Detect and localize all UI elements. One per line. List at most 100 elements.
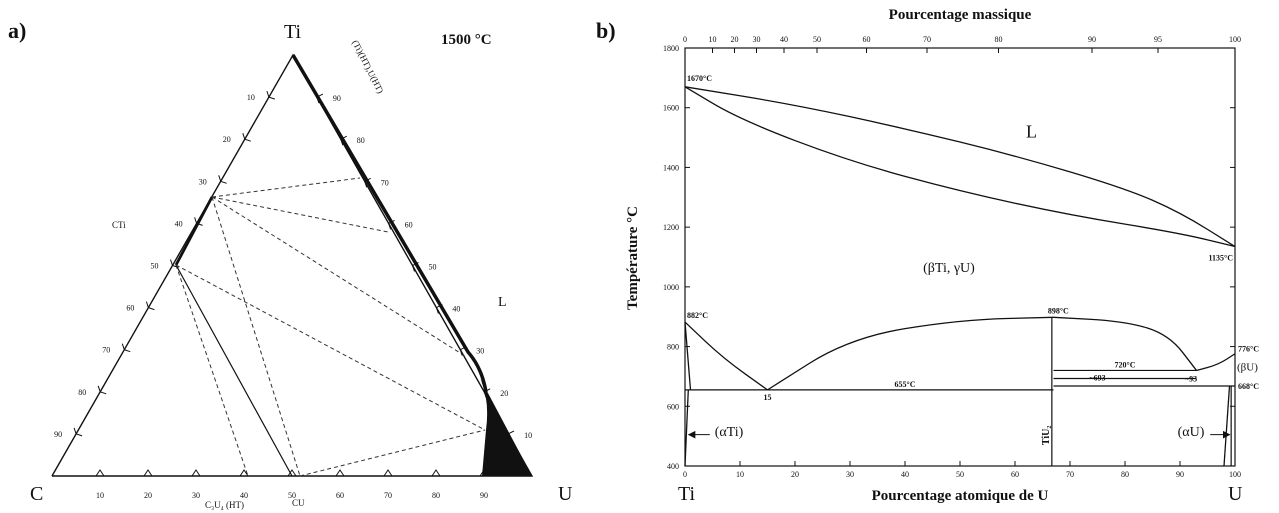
tick-label: 30	[192, 491, 200, 500]
top-x-tick-label: 50	[813, 35, 821, 44]
tick-mark	[266, 90, 276, 100]
phase-annotations: 1670°C 1135°C 882°C 898°C 655°C 15 720°C…	[687, 74, 1259, 445]
top-x-ticks: 0 10 20 30 40 50 60 70 80 90 95 100	[683, 35, 1241, 53]
top-x-tick-label: 30	[753, 35, 761, 44]
top-x-tick-label: 0	[683, 35, 687, 44]
tick-label: 10	[524, 431, 532, 440]
x-tick-label: 60	[1011, 470, 1019, 479]
phase-boundary-8	[1223, 385, 1231, 467]
tick-mark	[145, 301, 155, 311]
tick-label: 80	[78, 388, 86, 397]
top-x-tick-label: 70	[923, 35, 931, 44]
top-x-tick-label: 20	[731, 35, 739, 44]
tick-label: 40	[452, 305, 460, 314]
ternary-bottom-ticks: 10 20 30 40 50 60 70 80 90	[95, 469, 489, 500]
panel-a-letter: a)	[8, 18, 26, 43]
tick-mark	[387, 219, 395, 230]
x-ticks: 0 10 20 30 40 50 60 70 80 90 100	[683, 461, 1241, 479]
tick-mark	[191, 469, 201, 477]
ti-melting-point-label: 1670°C	[687, 74, 712, 83]
y-tick-label: 800	[667, 343, 679, 352]
tick-mark	[479, 469, 489, 477]
x-tick-label: 40	[901, 470, 909, 479]
tick-label: 20	[500, 389, 508, 398]
tick-mark	[335, 469, 345, 477]
x-tick-label: 90	[1176, 470, 1184, 479]
tick-mark	[97, 385, 107, 395]
approx-693-label: ~693	[1089, 374, 1105, 383]
y-tick-label: 1000	[663, 283, 679, 292]
isotherm-temperature: 1500 °C	[441, 32, 492, 48]
x-tick-label: 70	[1066, 470, 1074, 479]
eutectoid-655-label: 655°C	[895, 380, 916, 389]
ti-transition-label: 882°C	[687, 311, 708, 320]
tick-label: 30	[199, 177, 207, 186]
top-x-tick-label: 80	[995, 35, 1003, 44]
ternary-frame	[51, 53, 534, 477]
phase-boundary-2	[684, 321, 768, 391]
ternary-right-ticks: 90 80 70 60 50 40 30 20 10	[316, 93, 532, 441]
tick-mark	[143, 469, 153, 477]
tick-label: 80	[432, 491, 440, 500]
alpha-ti-field-label: (αTi)	[715, 425, 744, 440]
tick-label: 60	[405, 220, 413, 229]
beta-solution-edge	[291, 54, 488, 393]
tick-mark	[121, 343, 131, 353]
tick-mark	[95, 469, 105, 477]
u-rich-solid-region	[480, 378, 532, 476]
tick-mark	[218, 175, 227, 184]
tick-label: 10	[96, 491, 104, 500]
tick-label: 40	[175, 219, 183, 228]
tick-mark	[242, 133, 251, 142]
tick-label: 50	[151, 262, 159, 271]
tick-label: 90	[333, 94, 341, 103]
phase-boundary-7	[684, 389, 689, 467]
top-x-tick-label: 100	[1229, 35, 1241, 44]
tick-label: 40	[240, 491, 248, 500]
x-tick-label: 0	[683, 470, 687, 479]
top-x-tick-label: 10	[709, 35, 717, 44]
vertex-u: U	[558, 483, 573, 505]
ternary-diagram: a) 1500 °C Ti C U 90 80 70 60 50 40 30 20 10 10 2…	[8, 18, 573, 510]
top-x-tick-label: 40	[780, 35, 788, 44]
left-end-ti: Ti	[678, 483, 696, 505]
tick-label: 60	[126, 304, 134, 313]
u-transition-776-label: 776°C	[1238, 345, 1259, 354]
x-tick-label: 80	[1121, 470, 1129, 479]
bottom-axis-title: Pourcentage atomique de U	[872, 488, 1049, 504]
phase-boundary-6	[684, 322, 692, 390]
top-x-tick-label: 60	[863, 35, 871, 44]
tick-label: 60	[336, 491, 344, 500]
tick-label: 70	[381, 178, 389, 187]
y-tick-label: 1200	[663, 223, 679, 232]
tick-label: 20	[144, 491, 152, 500]
dashed-tie-lines	[175, 177, 486, 477]
panel-b-letter: b)	[596, 18, 616, 43]
tick-label: 90	[480, 491, 488, 500]
tick-mark	[287, 469, 297, 477]
tick-mark	[507, 430, 515, 441]
tick-label: 70	[384, 491, 392, 500]
phase-boundaries	[684, 86, 1236, 467]
ternary-left-ticks: 10 20 30 40 50 60 70 80 90	[54, 90, 276, 439]
phase-boundary-3	[767, 316, 1054, 391]
y-tick-label: 1600	[663, 104, 679, 113]
beta-ti-gamma-u-field-label: (βTi, γU)	[923, 261, 975, 276]
y-tick-label: 400	[667, 462, 679, 471]
x-tick-label: 100	[1229, 470, 1241, 479]
y-tick-label: 1400	[663, 163, 679, 172]
alpha-u-field-label: (αU)	[1178, 425, 1205, 440]
u-melting-point-label: 1135°C	[1208, 254, 1233, 263]
top-x-tick-label: 95	[1154, 35, 1162, 44]
y-tick-label: 1800	[663, 44, 679, 53]
tick-mark	[431, 469, 441, 477]
top-axis-title: Pourcentage massique	[889, 7, 1032, 23]
tick-label: 50	[429, 263, 437, 272]
tick-label: 30	[476, 347, 484, 356]
right-end-u: U	[1228, 483, 1243, 505]
phase-label-cti: CTi	[112, 220, 126, 230]
eutectoid-composition-label: 15	[764, 393, 772, 402]
field-arrows	[687, 430, 1231, 439]
cti-homogeneity-edge	[174, 196, 214, 266]
